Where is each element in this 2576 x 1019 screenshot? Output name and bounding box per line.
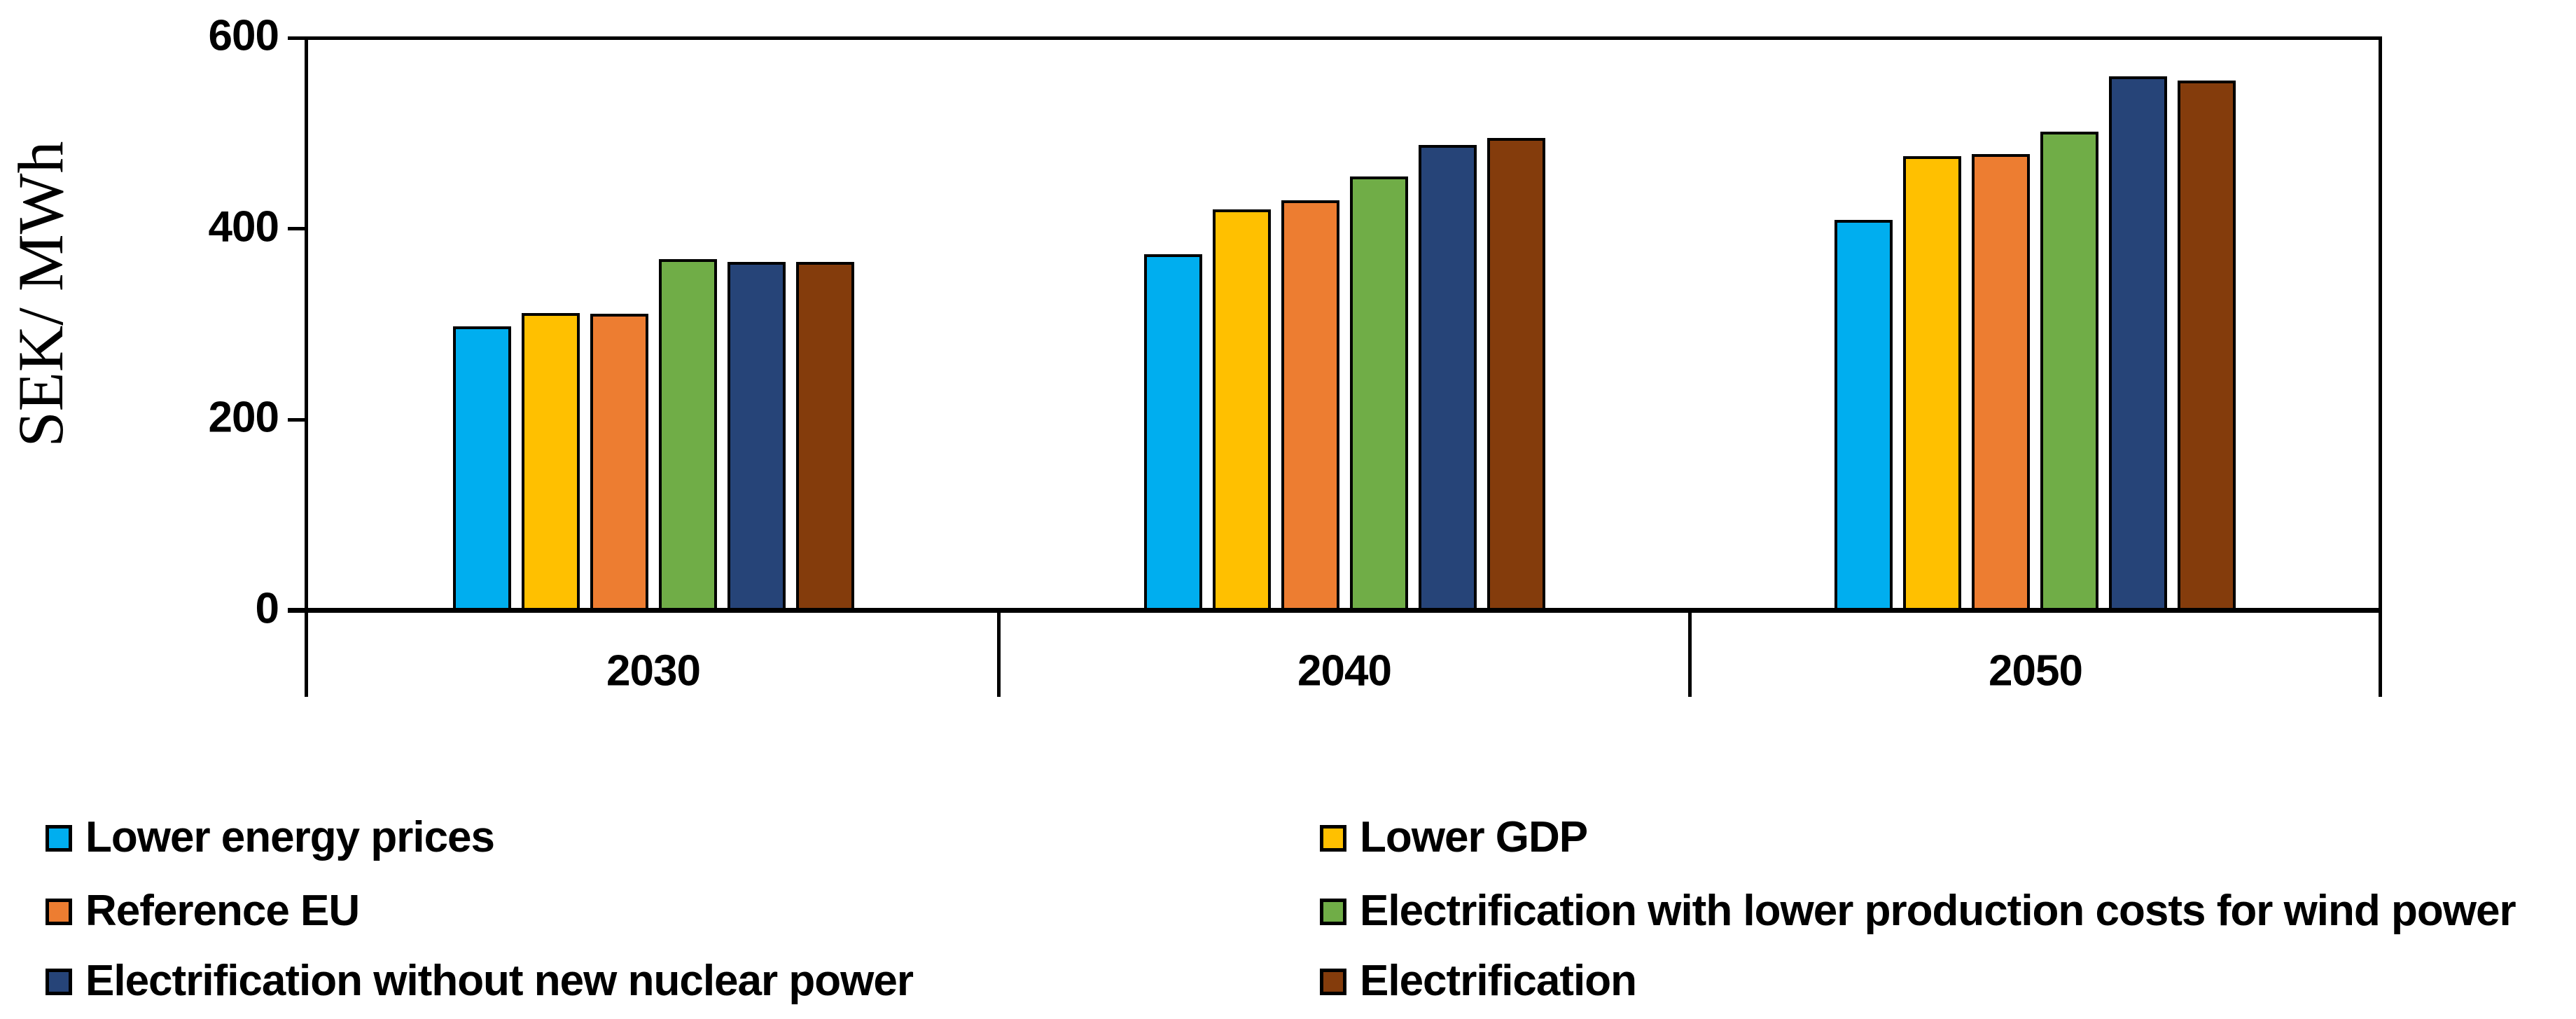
bar-2030-reference-eu — [590, 314, 648, 611]
x-category-label-2030: 2030 — [606, 646, 701, 695]
x-axis-line — [288, 608, 2382, 613]
y-tick-600 — [288, 36, 308, 40]
y-tick-label-600: 600 — [208, 11, 279, 60]
bar-2050-electrification-with-lower-production-costs-for-wind-power — [2040, 132, 2098, 611]
bar-2050-reference-eu — [1972, 154, 2030, 611]
bar-2030-lower-energy-prices — [453, 326, 511, 611]
x-category-label-2040: 2040 — [1297, 646, 1392, 695]
y-tick-label-0: 0 — [255, 584, 279, 633]
bar-2050-lower-energy-prices — [1834, 220, 1893, 611]
plot-top-border — [288, 36, 2382, 40]
y-tick-0 — [288, 609, 308, 613]
y-tick-label-200: 200 — [208, 393, 279, 442]
bar-2030-electrification-with-lower-production-costs-for-wind-power — [659, 259, 717, 611]
y-tick-200 — [288, 418, 308, 422]
bar-2040-lower-energy-prices — [1144, 254, 1202, 611]
bar-2030-lower-gdp — [522, 313, 580, 611]
bar-2030-electrification-without-new-nuclear-power — [727, 262, 786, 611]
legend-swatch-electrification-without-new-nuclear-power — [46, 969, 72, 995]
legend-label-electrification-with-lower-production-costs-for-wind-power: Electrification with lower production co… — [1360, 887, 2516, 936]
plot-right-border — [2379, 36, 2382, 697]
legend-swatch-lower-gdp — [1320, 825, 1346, 852]
bar-2040-electrification — [1487, 138, 1545, 611]
legend-swatch-electrification-with-lower-production-costs-for-wind-power — [1320, 899, 1346, 925]
bar-2030-electrification — [796, 262, 854, 611]
y-axis-title: SEK/ MWh — [5, 141, 76, 448]
category-separator-2040 — [1688, 611, 1692, 697]
bar-2040-electrification-with-lower-production-costs-for-wind-power — [1350, 176, 1408, 611]
bar-2040-lower-gdp — [1213, 209, 1271, 611]
bar-2050-electrification-without-new-nuclear-power — [2109, 76, 2167, 611]
y-tick-400 — [288, 227, 308, 230]
legend-swatch-lower-energy-prices — [46, 825, 72, 852]
legend-label-electrification-without-new-nuclear-power: Electrification without new nuclear powe… — [85, 957, 914, 1006]
y-axis-line — [305, 36, 308, 697]
legend-label-reference-eu: Reference EU — [85, 887, 360, 936]
bar-2050-electrification — [2178, 81, 2236, 611]
legend-swatch-reference-eu — [46, 899, 72, 925]
x-category-label-2050: 2050 — [1989, 646, 2083, 695]
legend-swatch-electrification — [1320, 969, 1346, 995]
legend-label-lower-gdp: Lower GDP — [1360, 813, 1588, 862]
bar-group-2040 — [999, 38, 1690, 611]
plot-area — [308, 38, 2381, 611]
bar-2040-reference-eu — [1281, 200, 1339, 611]
legend-label-electrification: Electrification — [1360, 957, 1637, 1006]
legend-label-lower-energy-prices: Lower energy prices — [85, 813, 495, 862]
bar-group-2030 — [308, 38, 999, 611]
y-tick-label-400: 400 — [208, 202, 279, 251]
bar-2050-lower-gdp — [1903, 156, 1961, 611]
category-separator-2030 — [997, 611, 1001, 697]
bar-2040-electrification-without-new-nuclear-power — [1419, 145, 1477, 611]
bar-group-2050 — [1690, 38, 2381, 611]
